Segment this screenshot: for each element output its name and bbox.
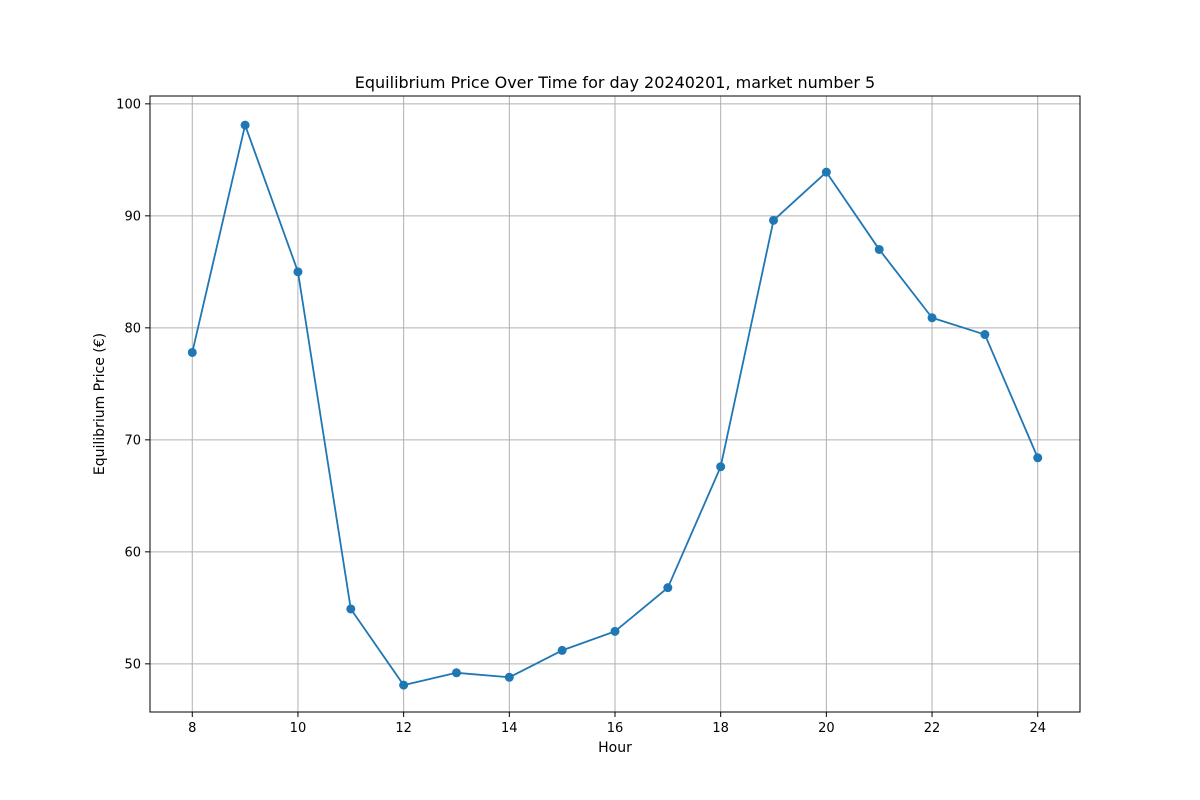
chart-title: Equilibrium Price Over Time for day 2024… [355,73,875,92]
data-point [399,680,409,690]
data-point [716,462,726,472]
data-point [451,668,461,678]
x-tick-label: 18 [712,721,729,736]
x-tick-label: 22 [924,721,941,736]
x-axis-label: Hour [598,740,632,756]
y-axis-ticks: 50 60 70 80 90 100 [116,97,150,672]
data-point [874,244,884,254]
data-point [821,167,831,177]
data-point [1033,453,1043,463]
y-tick-label: 80 [124,321,141,336]
data-point [610,626,620,636]
x-tick-label: 14 [501,721,518,736]
y-tick-label: 90 [124,209,141,224]
x-axis-ticks: 8 10 12 14 16 18 20 22 24 [188,712,1046,736]
y-tick-label: 60 [124,545,141,560]
data-point [557,645,567,655]
y-tick-label: 50 [124,657,141,672]
x-tick-label: 10 [290,721,307,736]
data-point [504,672,514,682]
series-layer [187,120,1043,690]
x-tick-label: 20 [818,721,835,736]
data-point [927,313,937,323]
grid [150,96,1080,712]
x-tick-label: 12 [395,721,412,736]
data-point [980,330,990,340]
data-point [240,120,250,130]
x-tick-label: 16 [607,721,624,736]
x-tick-label: 24 [1029,721,1046,736]
x-tick-label: 8 [188,721,196,736]
y-tick-label: 70 [124,433,141,448]
data-point [663,583,673,593]
data-point [293,267,303,277]
y-tick-label: 100 [116,97,141,112]
data-point [187,347,197,357]
data-point [346,604,356,614]
y-axis-label: Equilibrium Price (€) [92,333,108,475]
data-point [769,215,779,225]
